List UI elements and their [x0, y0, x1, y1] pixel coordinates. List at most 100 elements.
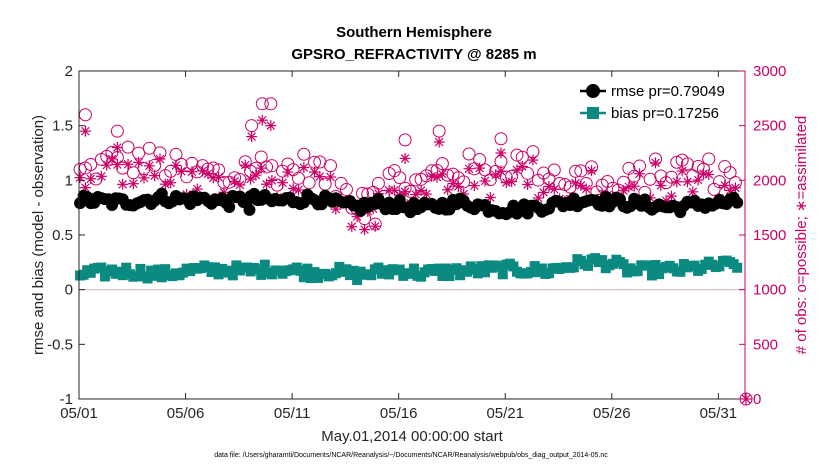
bias-point: [252, 264, 263, 275]
y2-tick-label: 1000: [753, 282, 786, 299]
possible-point: [462, 147, 476, 161]
possible-point: [680, 157, 694, 171]
y2-tick-label: 500: [753, 336, 778, 353]
bias-point: [437, 270, 448, 281]
assimilated-point: [79, 125, 91, 137]
assimilated-point: [369, 220, 381, 232]
chart-subtitle: GPSRO_REFRACTIVITY @ 8285 m: [291, 46, 536, 63]
legend: rmse pr=0.79049 bias pr=0.17256: [575, 78, 739, 126]
bias-point: [476, 261, 487, 272]
bias-point: [305, 273, 316, 284]
assimilated-point: [452, 180, 464, 192]
possible-point: [297, 147, 311, 161]
bias-point: [494, 261, 505, 272]
assimilated-point: [692, 174, 704, 186]
y2-tick-label: 2000: [753, 172, 786, 189]
plot-area: [79, 71, 745, 399]
bias-point: [675, 266, 686, 277]
y-axis-label: rmse and bias (model - observation): [30, 115, 47, 355]
bias-point: [408, 263, 419, 274]
bias-point: [654, 269, 665, 280]
x-tick-label: 05/06: [167, 405, 205, 422]
footnote: data file: /Users/gharamti/Documents/NCA…: [214, 452, 608, 459]
assimilated-point: [159, 178, 171, 190]
bias-point: [99, 271, 110, 282]
assimilated-point: [436, 168, 448, 180]
rmse-point: [223, 200, 236, 213]
bias-point: [160, 264, 171, 275]
y2-tick-label: 3000: [753, 63, 786, 80]
assimilated-point: [495, 147, 507, 159]
x-tick-label: 05/26: [593, 405, 631, 422]
bias-point: [373, 262, 384, 273]
x-tick-label: 05/11: [274, 405, 310, 422]
assimilated-point: [127, 178, 139, 190]
bias-point: [149, 270, 160, 281]
assimilated-point: [570, 177, 582, 189]
bias-point: [117, 270, 128, 281]
possible-point: [670, 155, 684, 169]
assimilated-point: [117, 178, 129, 190]
bias-point: [451, 263, 462, 274]
possible-point: [110, 124, 124, 138]
possible-point: [116, 161, 130, 175]
assimilated-point: [111, 142, 123, 154]
assimilated-point: [506, 176, 518, 188]
bias-point: [526, 266, 537, 277]
y-tick-label: -0.5: [47, 336, 73, 353]
bias-point: [536, 263, 547, 274]
assimilated-point: [138, 172, 150, 184]
y-tick-label: 1: [65, 172, 73, 189]
bias-point: [298, 272, 309, 283]
assimilated-point: [359, 224, 371, 236]
assimilated-point: [154, 153, 166, 165]
possible-point: [510, 148, 524, 162]
assimilated-point: [527, 154, 539, 166]
bias-point: [643, 260, 654, 271]
assimilated-point: [324, 171, 336, 183]
possible-point: [563, 180, 577, 194]
bias-point: [472, 268, 483, 279]
possible-point: [387, 164, 401, 178]
bias-point: [732, 262, 743, 273]
assimilated-point: [442, 184, 454, 196]
assimilated-point: [234, 179, 246, 191]
bias-marks: [75, 253, 743, 285]
assimilated-point: [634, 168, 646, 180]
legend-bias-marker: [587, 107, 599, 119]
assimilated-point: [433, 136, 445, 148]
assimilated-point: [522, 178, 534, 190]
bias-point: [302, 263, 313, 274]
bias-point: [334, 261, 345, 272]
possible-point: [712, 175, 726, 189]
bias-point: [444, 271, 455, 282]
possible-point: [255, 97, 269, 111]
bias-point: [650, 259, 661, 270]
possible-point: [403, 184, 417, 198]
bias-point: [96, 262, 107, 273]
bias-point: [384, 269, 395, 280]
assimilated-point: [287, 183, 299, 195]
x-tick-label: 05/16: [380, 405, 418, 422]
bias-point: [352, 274, 363, 285]
y2-axis-label: # of obs: o=possible; ∗=assimilated: [793, 116, 810, 355]
possible-point: [547, 163, 561, 177]
y-tick-label: 0.5: [52, 227, 73, 244]
legend-bias-label: bias pr=0.17256: [611, 105, 719, 122]
bias-point: [259, 259, 270, 270]
possible-point: [664, 170, 678, 184]
possible-point: [84, 157, 98, 171]
assimilated-point: [293, 184, 305, 196]
assimilated-point: [468, 180, 480, 192]
bias-point: [568, 262, 579, 273]
bias-point: [646, 270, 657, 281]
x-tick-label: 05/31: [700, 405, 738, 422]
assimilated-point: [101, 159, 113, 171]
assimilated-point: [277, 177, 289, 189]
possible-point: [494, 132, 508, 146]
assimilated-point: [687, 186, 699, 198]
assimilated-point: [463, 163, 475, 175]
assimilated-point: [256, 114, 268, 126]
possible-point: [659, 176, 673, 190]
bias-point: [433, 263, 444, 274]
